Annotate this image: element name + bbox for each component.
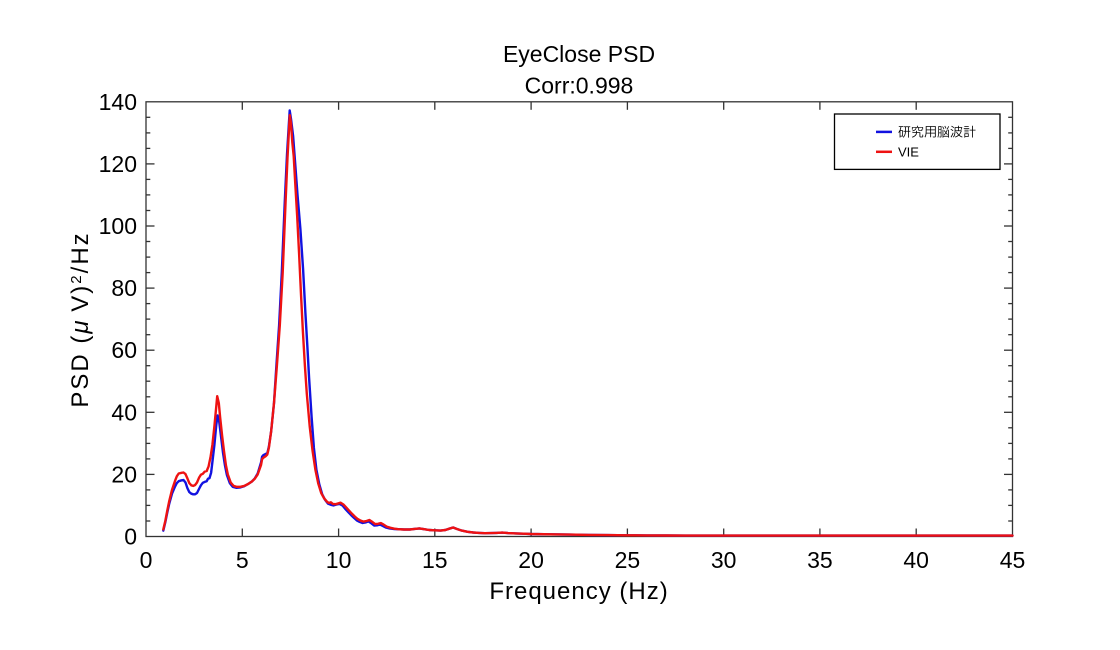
svg-text:0: 0	[140, 547, 153, 573]
svg-text:45: 45	[1000, 547, 1026, 573]
svg-text:35: 35	[807, 547, 833, 573]
svg-text:Corr:0.998: Corr:0.998	[525, 73, 634, 99]
svg-text:140: 140	[99, 89, 137, 115]
svg-text:20: 20	[111, 461, 137, 487]
svg-text:80: 80	[111, 275, 137, 301]
svg-text:EyeClose PSD: EyeClose PSD	[503, 41, 655, 67]
svg-text:Frequency (Hz): Frequency (Hz)	[489, 578, 668, 605]
svg-text:0: 0	[124, 524, 137, 550]
svg-text:100: 100	[99, 213, 137, 239]
svg-text:15: 15	[422, 547, 448, 573]
svg-text:30: 30	[711, 547, 737, 573]
svg-text:25: 25	[615, 547, 641, 573]
svg-text:40: 40	[111, 399, 137, 425]
svg-text:PSD (μ V)2/Hz: PSD (μ V)2/Hz	[67, 231, 94, 407]
svg-text:120: 120	[99, 151, 137, 177]
svg-text:40: 40	[903, 547, 929, 573]
svg-text:60: 60	[111, 337, 137, 363]
svg-text:20: 20	[518, 547, 544, 573]
svg-text:10: 10	[326, 547, 352, 573]
svg-text:5: 5	[236, 547, 249, 573]
svg-text:VIE: VIE	[898, 144, 919, 159]
